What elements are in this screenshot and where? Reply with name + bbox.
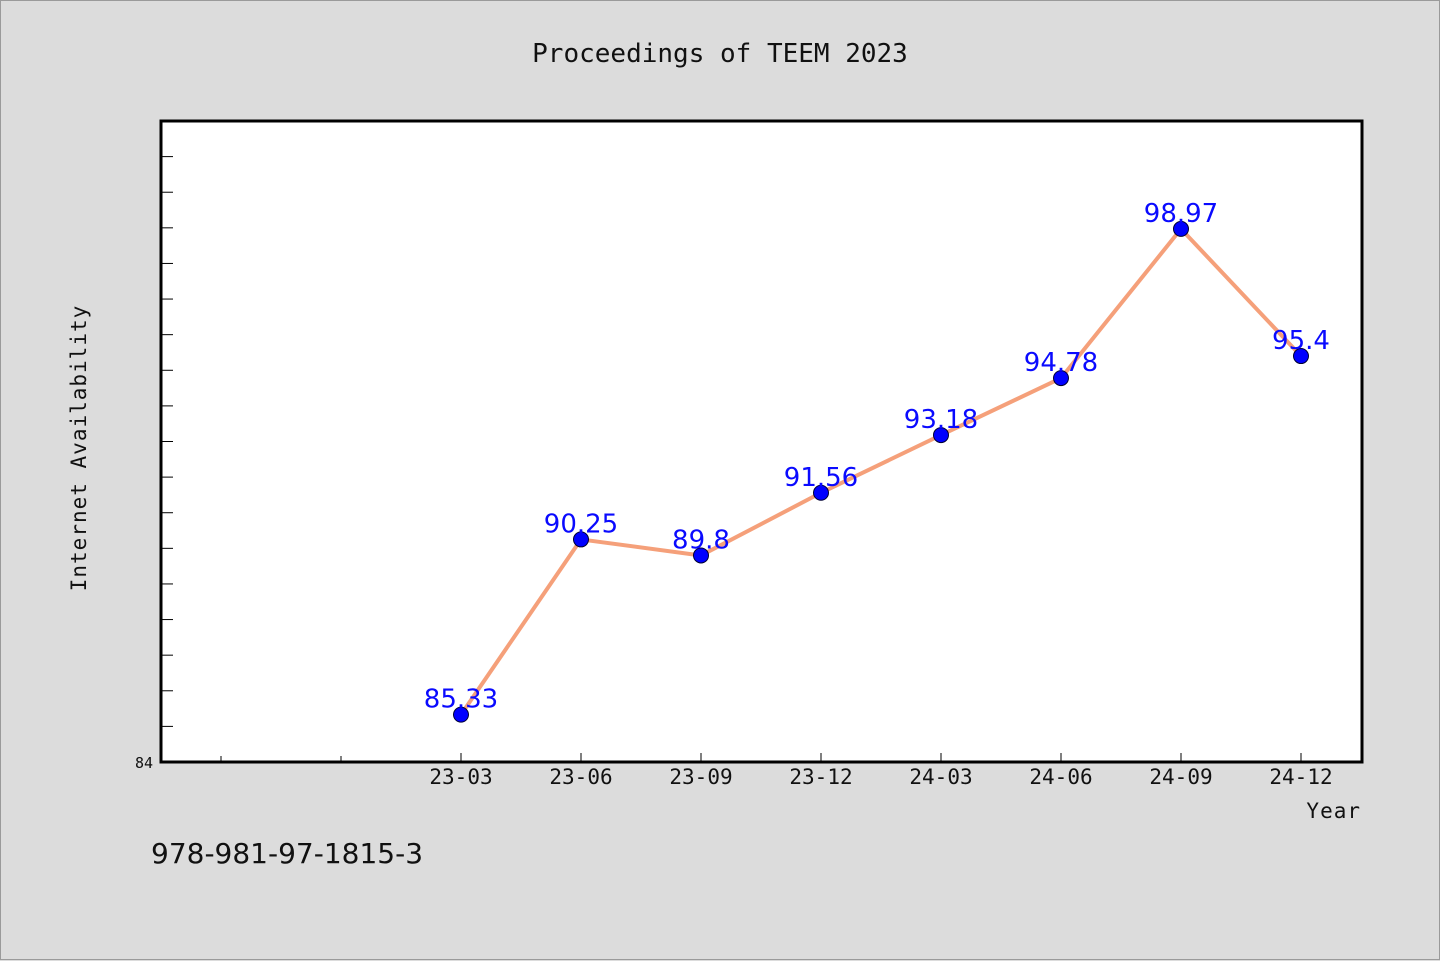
data-label: 90.25 <box>544 509 618 539</box>
y-axis-ticks <box>161 156 173 727</box>
x-tick-label: 24-09 <box>1149 765 1212 789</box>
x-tick-label: 24-12 <box>1269 765 1332 789</box>
x-tick-labels: 23-03 23-06 23-09 23-12 24-03 24-06 24-09 24-12 <box>429 765 1332 789</box>
data-label: 93.18 <box>904 405 978 435</box>
y-axis-label: Internet Availability <box>67 305 91 592</box>
series-line <box>459 226 1303 717</box>
data-point <box>813 484 829 501</box>
x-tick-label: 23-12 <box>789 765 852 789</box>
series-line-group <box>459 226 1303 717</box>
x-tick-label: 23-06 <box>549 765 612 789</box>
data-labels: 85.33 90.25 89.8 91.56 93.18 94.78 98.97 95.4 <box>424 199 1330 715</box>
chart-title: Proceedings of TEEM 2023 <box>532 39 908 69</box>
data-point <box>573 531 589 548</box>
data-label: 91.56 <box>784 463 858 493</box>
data-point <box>1053 370 1069 387</box>
y-tick-label: 84 <box>135 754 153 772</box>
x-tick-label: 23-09 <box>669 765 732 789</box>
x-tick-label: 24-03 <box>909 765 972 789</box>
data-markers <box>453 220 1309 723</box>
data-label: 89.8 <box>672 525 730 555</box>
data-point <box>1293 348 1309 365</box>
data-point <box>693 547 709 564</box>
x-tick-label: 23-03 <box>429 765 492 789</box>
isbn-text: 978-981-97-1815-3 <box>151 837 423 870</box>
plot-area <box>159 119 1364 764</box>
data-label: 85.33 <box>424 685 498 715</box>
data-point <box>1173 220 1189 237</box>
data-label: 94.78 <box>1024 348 1098 378</box>
data-label: 98.97 <box>1144 199 1218 229</box>
data-label: 95.4 <box>1272 326 1330 356</box>
x-axis-label: Year <box>1306 799 1361 823</box>
x-axis-ticks <box>220 753 1302 762</box>
data-point <box>933 427 949 444</box>
x-tick-label: 24-06 <box>1029 765 1092 789</box>
data-point <box>453 706 469 723</box>
